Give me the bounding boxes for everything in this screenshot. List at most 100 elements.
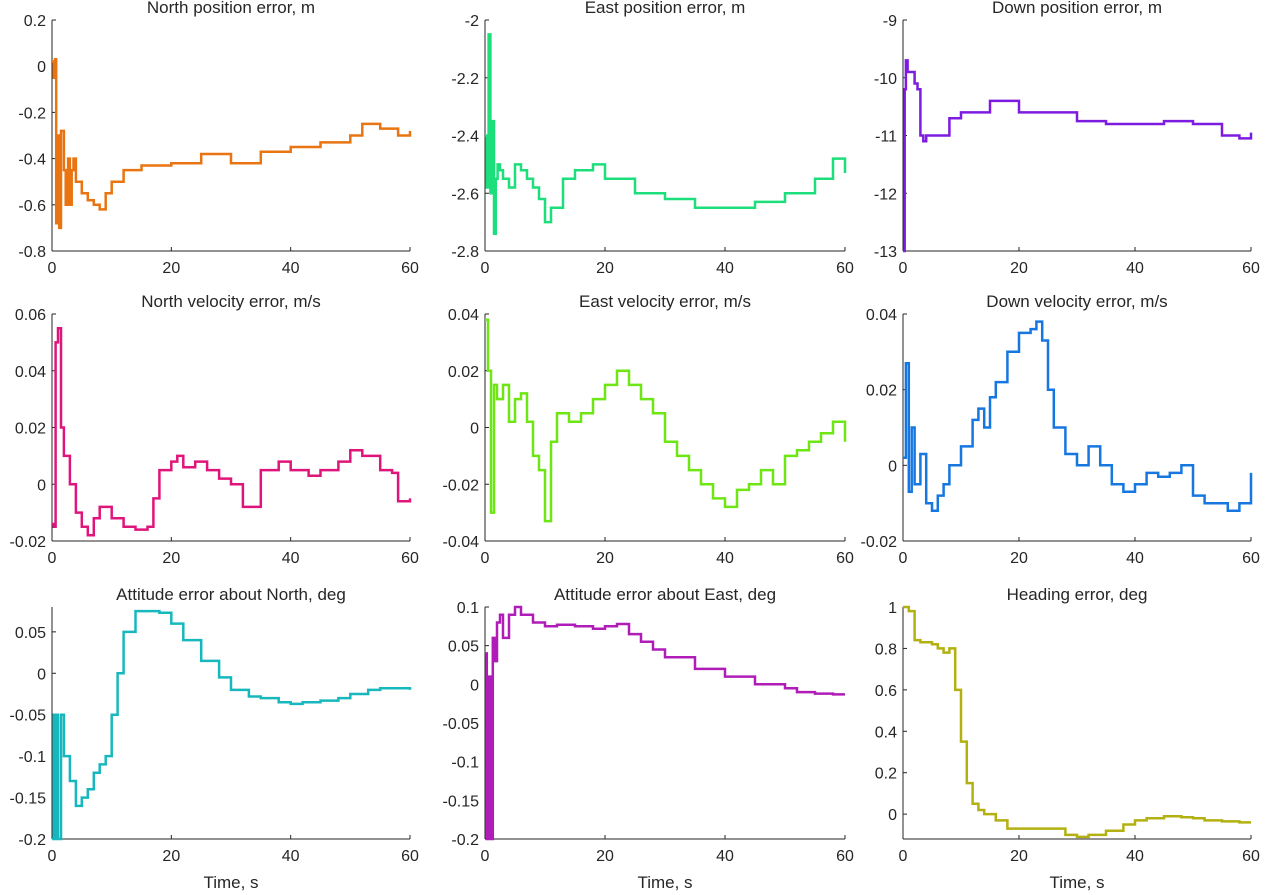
series-line	[903, 320, 1253, 512]
subplot-title: Attitude error about North, deg	[116, 585, 346, 604]
x-tick-label: 40	[282, 550, 300, 567]
series-line	[903, 605, 1251, 839]
x-axis-label: Time, s	[637, 873, 692, 892]
y-tick-label: 0.02	[15, 421, 46, 438]
subplot-3: Down position error, m -13 -12 -11 -10 -9 0 20 4…	[874, 0, 1260, 277]
y-tick-label: -0.2	[18, 105, 46, 122]
y-tick-label: -0.04	[443, 534, 480, 551]
subplot-9: Heading error, deg 0 0.2 0.4 0.6 0.8 1 0 20 40 60 T…	[875, 585, 1260, 892]
y-tick-label: 0.04	[866, 307, 897, 324]
x-tick-label: 20	[162, 260, 180, 277]
y-tick-label: 1	[888, 600, 897, 617]
y-tick-label: 0	[470, 421, 479, 438]
y-tick-label: 0.06	[15, 307, 46, 324]
subplot-title: North position error, m	[147, 0, 315, 17]
y-tick-label: 0.05	[448, 639, 479, 656]
y-tick-label: -0.2	[451, 832, 479, 849]
x-tick-label: 0	[481, 260, 490, 277]
x-tick-label: 20	[1010, 848, 1028, 865]
x-tick-label: 20	[1010, 550, 1028, 567]
y-tick-label: -2.8	[451, 244, 479, 261]
y-tick-label: -0.02	[861, 534, 898, 551]
y-tick-label: -12	[874, 186, 897, 203]
subplot-5: East velocity error, m/s -0.04 -0.02 0 0.02 0…	[443, 292, 854, 567]
x-tick-label: 40	[282, 260, 300, 277]
x-tick-label: 0	[899, 848, 908, 865]
subplot-7: Attitude error about North, deg -0.2 -0.15…	[10, 585, 419, 892]
subplot-title: North velocity error, m/s	[141, 292, 321, 311]
x-tick-label: 40	[716, 260, 734, 277]
y-tick-label: 0	[888, 807, 897, 824]
x-tick-label: 40	[1126, 848, 1144, 865]
series-line	[485, 33, 847, 235]
y-tick-label: -0.02	[443, 477, 480, 494]
y-tick-label: -2.4	[451, 129, 479, 146]
y-tick-label: -2.6	[451, 186, 479, 203]
x-tick-label: 0	[481, 848, 490, 865]
y-tick-label: 0	[37, 666, 46, 683]
x-tick-label: 0	[48, 260, 57, 277]
series-line	[52, 609, 412, 841]
y-tick-label: -0.4	[18, 152, 46, 169]
x-tick-label: 60	[1242, 260, 1260, 277]
y-tick-label: -0.2	[18, 832, 46, 849]
x-tick-label: 60	[836, 260, 854, 277]
y-tick-label: 0.04	[15, 364, 46, 381]
y-tick-label: -0.15	[10, 791, 47, 808]
series-line	[485, 605, 845, 841]
y-tick-label: -0.6	[18, 198, 46, 215]
y-tick-label: 0	[37, 477, 46, 494]
y-tick-label: 0	[470, 677, 479, 694]
x-tick-label: 20	[596, 550, 614, 567]
subplot-title: Attitude error about East, deg	[554, 585, 776, 604]
series-line	[52, 326, 412, 537]
series-line	[903, 59, 1253, 253]
x-tick-label: 20	[1010, 260, 1028, 277]
y-tick-label: 0.05	[15, 625, 46, 642]
x-tick-label: 20	[162, 550, 180, 567]
y-tick-label: 0.4	[875, 724, 897, 741]
y-tick-label: 0	[37, 59, 46, 76]
y-tick-label: -0.05	[10, 708, 47, 725]
x-tick-label: 20	[596, 848, 614, 865]
subplot-8: Attitude error about East, deg -0.2 -0.15 -…	[443, 585, 854, 892]
y-tick-label: 0.02	[866, 383, 897, 400]
x-tick-label: 60	[1242, 550, 1260, 567]
x-tick-label: 60	[836, 848, 854, 865]
subplot-2: East position error, m -2.8 -2.6 -2.4 -2.2 -2…	[451, 0, 854, 277]
subplot-title: Down velocity error, m/s	[986, 292, 1167, 311]
y-tick-label: 0.04	[448, 307, 479, 324]
x-tick-label: 0	[48, 550, 57, 567]
x-tick-label: 60	[401, 848, 419, 865]
y-tick-label: -0.02	[10, 534, 47, 551]
x-tick-label: 20	[596, 260, 614, 277]
y-tick-label: 0.2	[875, 766, 897, 783]
x-tick-label: 40	[282, 848, 300, 865]
subplot-title: Heading error, deg	[1007, 585, 1148, 604]
y-tick-label: -0.8	[18, 244, 46, 261]
y-tick-label: -0.1	[18, 749, 46, 766]
y-tick-label: 0.8	[875, 641, 897, 658]
y-tick-label: -11	[875, 129, 897, 146]
y-tick-label: 0.6	[875, 683, 897, 700]
x-axis-label: Time, s	[203, 873, 258, 892]
x-tick-label: 0	[48, 848, 57, 865]
x-axis-label: Time, s	[1049, 873, 1104, 892]
x-tick-label: 0	[481, 550, 490, 567]
x-tick-label: 40	[716, 848, 734, 865]
y-tick-label: -13	[874, 244, 897, 261]
x-tick-label: 60	[401, 550, 419, 567]
subplot-title: East position error, m	[585, 0, 746, 17]
series-line	[52, 58, 412, 230]
y-tick-label: -2.2	[451, 71, 479, 88]
y-tick-label: 0.2	[24, 13, 46, 30]
subplot-4: North velocity error, m/s-0.0200.020.040…	[10, 292, 419, 567]
series-line	[485, 318, 847, 523]
x-tick-label: 60	[1242, 848, 1260, 865]
y-tick-label: -10	[874, 71, 897, 88]
y-tick-label: -0.15	[443, 793, 480, 810]
y-tick-label: -2	[465, 13, 479, 30]
y-tick-label: 0	[888, 458, 897, 475]
